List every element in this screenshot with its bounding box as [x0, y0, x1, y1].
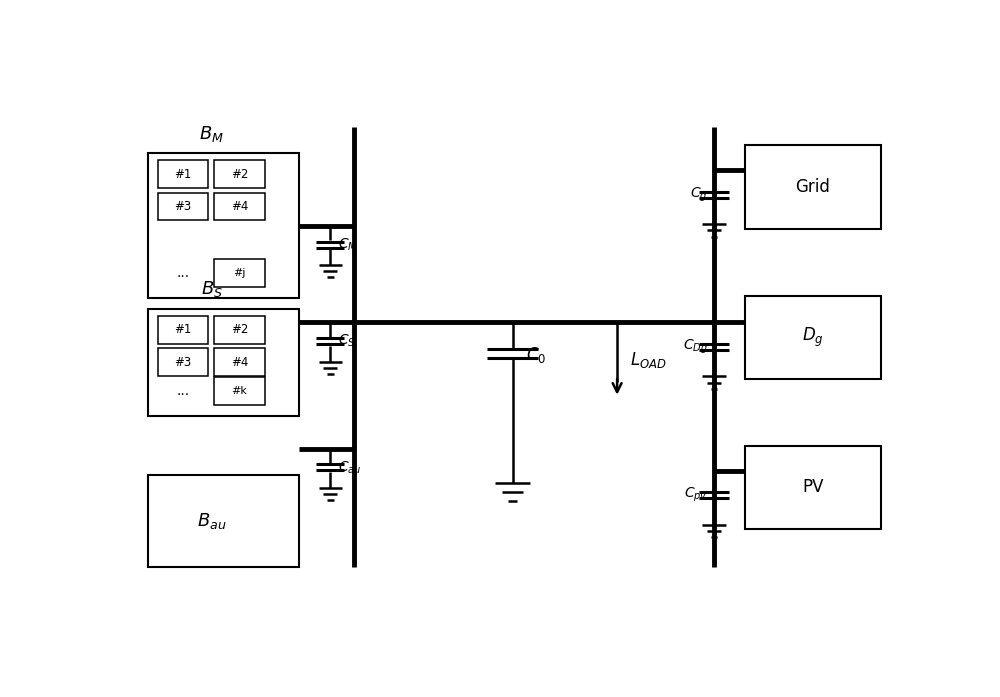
- Text: $C_S$: $C_S$: [338, 333, 356, 349]
- Text: PV: PV: [802, 479, 824, 496]
- Text: #3: #3: [174, 200, 191, 213]
- Text: #j: #j: [233, 268, 246, 277]
- Bar: [214, 160, 264, 188]
- Text: #4: #4: [231, 200, 248, 213]
- Bar: [158, 348, 208, 376]
- Bar: [158, 316, 208, 344]
- Bar: [148, 475, 299, 567]
- Text: $B_M$: $B_M$: [199, 124, 224, 144]
- Text: $C_0$: $C_0$: [526, 345, 547, 365]
- Text: Grid: Grid: [795, 178, 830, 196]
- Text: #2: #2: [231, 323, 248, 337]
- Bar: [745, 146, 881, 229]
- Text: ...: ...: [176, 383, 189, 397]
- Text: $C_g$: $C_g$: [690, 185, 708, 204]
- Text: $C_{Dg}$: $C_{Dg}$: [683, 337, 708, 355]
- Text: $B_S$: $B_S$: [201, 279, 223, 300]
- Text: $C_{pv}$: $C_{pv}$: [684, 486, 708, 504]
- Bar: [745, 296, 881, 378]
- Text: #1: #1: [174, 168, 191, 181]
- Bar: [148, 153, 299, 298]
- Text: $D_g$: $D_g$: [802, 325, 824, 348]
- Bar: [214, 259, 264, 286]
- Bar: [148, 309, 299, 416]
- Text: $C_M$: $C_M$: [338, 236, 358, 253]
- Text: $B_{au}$: $B_{au}$: [197, 511, 226, 531]
- Bar: [745, 446, 881, 529]
- Bar: [214, 348, 264, 376]
- Text: $L_{OAD}$: $L_{OAD}$: [630, 350, 666, 370]
- Text: #3: #3: [174, 355, 191, 369]
- Text: ...: ...: [176, 266, 189, 279]
- Text: #2: #2: [231, 168, 248, 181]
- Bar: [158, 192, 208, 220]
- Text: #k: #k: [231, 385, 247, 396]
- Bar: [214, 192, 264, 220]
- Text: $C_{au}$: $C_{au}$: [338, 459, 362, 475]
- Text: #4: #4: [231, 355, 248, 369]
- Bar: [158, 160, 208, 188]
- Bar: [214, 376, 264, 404]
- Bar: [214, 316, 264, 344]
- Text: #1: #1: [174, 323, 191, 337]
